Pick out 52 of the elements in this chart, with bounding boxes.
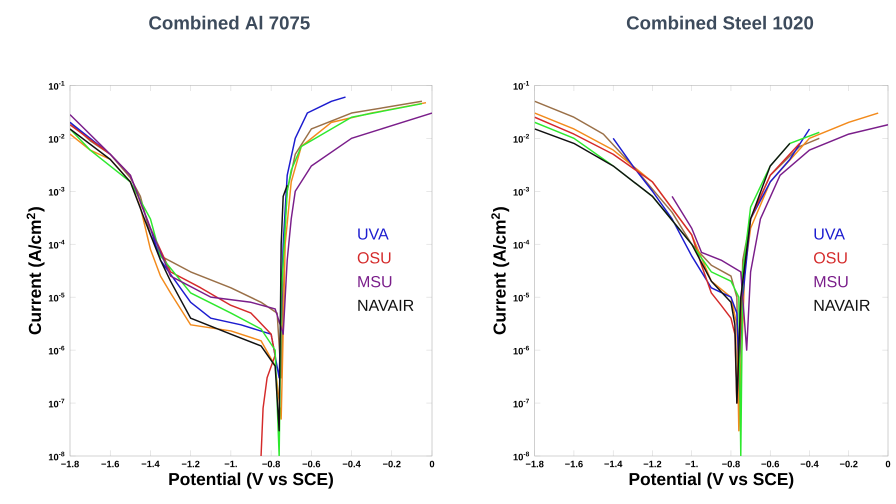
x-tick-label: −0.4: [800, 460, 819, 468]
x-tick-label: −0.6: [761, 460, 780, 468]
y-tick-label: 10$^{-2}$: [48, 134, 64, 143]
x-tick-label: −1.: [685, 460, 698, 468]
y-tick-label: 10$^{-2}$: [514, 134, 530, 143]
y-tick-label: 10$^{-5}$: [514, 292, 530, 302]
y-tick-label: 10$^{-7}$: [48, 398, 64, 408]
y-tick-label: 10$^{-4}$: [514, 240, 530, 249]
y-tick-label: 10$^{-5}$: [48, 292, 64, 302]
x-tick-label: −0.6: [302, 460, 320, 468]
x-tick-label: −0.4: [342, 460, 361, 468]
text: NAVAIR: [814, 300, 870, 311]
y-axis-title: Current (A/cm$^{2}$): [491, 207, 510, 334]
x-axis-title: Potential (V vs SCE): [630, 472, 794, 489]
y-tick-label: 10$^{-7}$: [514, 398, 529, 408]
x-tick-label: −1.8: [526, 460, 544, 468]
chart-title: Combined Al 7075: [149, 16, 310, 30]
x-tick-label: −1.4: [142, 460, 160, 468]
y-tick-label: 10$^{-3}$: [514, 186, 530, 196]
x-tick-label: 0: [886, 460, 890, 468]
y-tick-label: 10$^{-1}$: [514, 80, 530, 90]
text: MSU: [358, 276, 392, 288]
x-tick-label: −1.2: [644, 460, 662, 468]
y-tick-label: 10$^{-6}$: [48, 346, 64, 354]
x-tick-label: −1.4: [604, 460, 622, 468]
x-tick-label: −0.2: [840, 460, 858, 468]
x-tick-label: −1.: [224, 460, 237, 468]
y-tick-label: 10$^{-6}$: [514, 346, 530, 354]
x-tick-label: −1.8: [61, 460, 79, 468]
chart-title: Combined Steel 1020: [626, 16, 814, 30]
x-tick-label: −1.2: [182, 460, 200, 468]
x-tick-label: −0.2: [382, 460, 401, 468]
text: UVA: [814, 228, 845, 240]
line-series: [671, 124, 888, 351]
y-axis-title: Current (A/cm$^{2}$): [26, 207, 44, 334]
x-tick-label: −0.8: [722, 460, 740, 468]
y-tick-label: 10$^{-8}$: [48, 452, 64, 460]
y-tick-label: 10$^{-4}$: [48, 240, 65, 249]
x-tick-label: −1.6: [565, 460, 583, 468]
y-tick-label: 10$^{-1}$: [48, 80, 64, 90]
text: OSU: [814, 252, 847, 264]
x-tick-label: 0: [430, 460, 434, 468]
line-series: [70, 112, 432, 335]
x-tick-label: −1.6: [101, 460, 120, 468]
x-tick-label: −0.8: [262, 460, 280, 468]
y-tick-label: 10$^{-3}$: [48, 186, 64, 196]
text: UVA: [358, 228, 389, 240]
y-tick-label: 10$^{-8}$: [514, 452, 530, 460]
text: NAVAIR: [358, 300, 414, 311]
x-axis-title: Potential (V vs SCE): [169, 472, 333, 489]
text: MSU: [814, 276, 848, 288]
text: OSU: [358, 252, 390, 264]
